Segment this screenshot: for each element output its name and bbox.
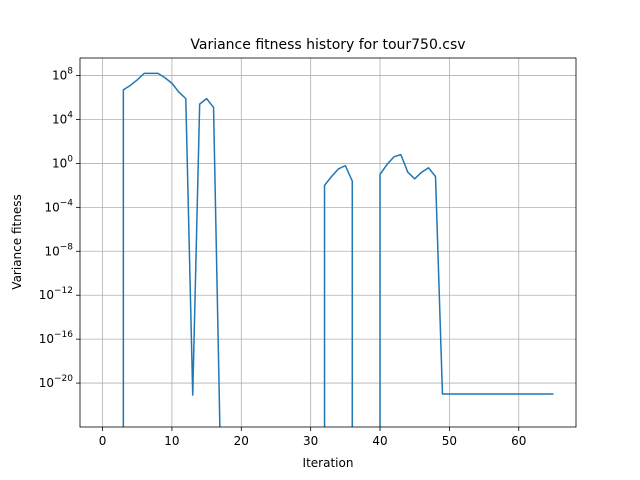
y-tick-label: 10−16 (39, 330, 74, 346)
y-tick-label: 104 (52, 111, 73, 127)
chart-title: Variance fitness history for tour750.csv (190, 37, 465, 53)
y-tick-label: 10−8 (44, 242, 73, 258)
y-tick-label: 100 (52, 154, 73, 170)
y-tick-label: 108 (52, 67, 73, 83)
plot-frame (79, 57, 577, 428)
series-layer (122, 72, 554, 427)
y-tick-label: 10−4 (44, 198, 73, 214)
ticks: 0 10 20 30 40 50 60 108 104 100 10−4 10−8 10−12 10−16… (39, 67, 527, 448)
x-tick-label: 10 (164, 434, 179, 448)
x-tick-label: 60 (511, 434, 526, 448)
x-tick-label: 30 (303, 434, 318, 448)
grid (80, 58, 576, 427)
y-axis-label: Variance fitness (10, 194, 24, 289)
x-axis-label: Iteration (303, 456, 354, 470)
x-tick-label: 50 (442, 434, 457, 448)
y-tick-label: 10−20 (39, 374, 74, 390)
x-tick-label: 20 (234, 434, 249, 448)
x-tick-label: 40 (372, 434, 387, 448)
y-tick-label: 10−12 (39, 286, 73, 302)
series-line (122, 72, 554, 427)
x-tick-label: 0 (99, 434, 107, 448)
